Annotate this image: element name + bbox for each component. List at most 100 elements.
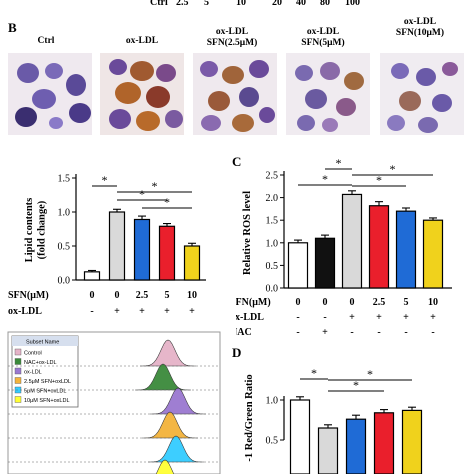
condition-value: 0 — [323, 297, 328, 308]
y-tick-label: 0.5 — [266, 261, 279, 272]
top-strip-label: Ctrl — [150, 0, 168, 8]
significance-star: * — [139, 187, 145, 201]
histogram-peak — [148, 435, 204, 463]
condition-value: + — [114, 306, 120, 317]
top-strip-label: 5 — [204, 0, 209, 8]
y-tick-label: 1.5 — [58, 174, 71, 185]
legend-box — [11, 335, 79, 408]
bar — [133, 218, 151, 281]
significance-star: * — [367, 367, 373, 381]
significance-star: * — [164, 195, 170, 209]
significance-star: * — [353, 378, 359, 392]
micrograph-oxldl — [100, 53, 184, 135]
ros-level-chart: 0.0 0.5 1.0 1.5 2.0 2.5 * * * * SFN(μM) 0 0 0 2.5 5 10 ox… — [236, 156, 452, 338]
column-label-ctrl: Ctrl — [37, 36, 55, 46]
top-strip-label: 40 — [296, 0, 306, 8]
bar — [401, 409, 423, 474]
histogram-peak — [150, 387, 206, 415]
condition-value: - — [90, 306, 93, 317]
y-tick-label: 1.5 — [266, 216, 279, 227]
histogram-peak — [155, 459, 175, 474]
y-tick-label: 2.5 — [266, 171, 279, 182]
micrograph-sfn-10 — [380, 53, 464, 135]
top-strip-label: 100 — [345, 0, 360, 8]
legend-entry: 10μM SFN+oxLDL — [24, 398, 70, 404]
bar — [373, 412, 395, 474]
bar — [183, 245, 201, 281]
panel-d-letter: D — [232, 345, 242, 360]
histogram-peak — [135, 363, 191, 391]
column-label-sfn-5: ox-LDL SFN(5μM) — [301, 27, 345, 48]
panel-b-letter: B — [8, 20, 17, 35]
legend-entry: 2.5μM SFN+oxLDL — [24, 379, 71, 385]
bar — [108, 211, 126, 281]
y-tick-label: 0.5 — [58, 242, 71, 253]
condition-value: - — [350, 327, 353, 338]
top-strip-label: 2.5 — [176, 0, 189, 8]
legend-entry: 5μM SFN+oxLDL — [24, 389, 66, 395]
condition-value: + — [403, 312, 409, 323]
legend-swatch — [14, 348, 22, 356]
y-tick-label: 0.0 — [266, 284, 279, 295]
histogram-peak — [142, 411, 198, 439]
micrograph-sfn-5 — [286, 53, 370, 135]
y-tick-label: 1.0 — [266, 396, 279, 407]
y-axis-title-line: Lipid contents — [24, 198, 35, 262]
flow-cytometry-histogram: Subset Name Control NAC+ox-LDL ox-LDL 2.5μM … — [7, 331, 221, 474]
condition-row-label: SFN(μM) — [8, 290, 49, 301]
condition-value: + — [376, 312, 382, 323]
condition-value: 10 — [187, 290, 197, 301]
bar — [422, 219, 444, 289]
legend-swatch — [14, 396, 22, 403]
bar — [317, 427, 339, 474]
legend-title: Subset Name — [26, 340, 59, 346]
legend-entry: NAC+ox-LDL — [24, 360, 57, 366]
significance-star: * — [322, 172, 328, 186]
condition-value: 0 — [90, 290, 95, 301]
condition-value: 0 — [350, 297, 355, 308]
condition-value: 0 — [115, 290, 120, 301]
y-axis-title: -1 Red/Green Ratio — [244, 374, 255, 461]
condition-value: + — [430, 312, 436, 323]
y-axis-title: Lipid contents (fold change) — [24, 198, 48, 262]
legend-swatch — [14, 367, 22, 375]
significance-star: * — [376, 173, 382, 187]
bar — [395, 210, 417, 289]
condition-row-label: NAC — [236, 327, 252, 338]
condition-value: 2.5 — [136, 290, 149, 301]
condition-value: + — [349, 312, 355, 323]
legend-swatch — [14, 377, 22, 384]
bar — [289, 399, 311, 474]
significance-star: * — [311, 366, 317, 380]
condition-row-label: ox-LDL — [8, 306, 42, 317]
column-label-sfn-2-5: ox-LDL SFN(2.5μM) — [206, 27, 258, 48]
panel-c-letter: C — [232, 154, 242, 169]
column-label-oxldl: ox-LDL — [125, 36, 159, 46]
bar — [287, 242, 309, 289]
condition-value: + — [189, 306, 195, 317]
bar — [83, 271, 101, 281]
bar — [341, 193, 363, 289]
top-label-strip: Ctrl 2.5 5 10 20 40 80 100 — [0, 0, 474, 16]
legend-entry: Control — [24, 351, 42, 357]
condition-value: 5 — [404, 297, 409, 308]
condition-row-label: SFN(μM) — [236, 297, 271, 308]
top-strip-label: 20 — [272, 0, 282, 8]
y-tick-label: 1.0 — [266, 238, 279, 249]
condition-value: + — [322, 327, 328, 338]
y-axis-title-line: (fold change) — [37, 200, 48, 259]
condition-value: - — [296, 312, 299, 323]
y-tick-label: 0.5 — [266, 436, 279, 447]
condition-value: 10 — [428, 297, 438, 308]
condition-value: 2.5 — [373, 297, 386, 308]
red-green-ratio-chart: 0.5 1.0 * * * -1 Red/Green Ratio — [244, 366, 423, 474]
condition-row-label: ox-LDL — [236, 312, 264, 323]
condition-value: 5 — [165, 290, 170, 301]
condition-value: 0 — [296, 297, 301, 308]
bar — [158, 225, 176, 281]
bar — [368, 205, 390, 289]
histogram-peak — [140, 339, 196, 367]
micrograph-ctrl — [8, 53, 92, 135]
legend-swatch — [14, 358, 22, 365]
micrograph-sfn-2-5 — [193, 53, 277, 135]
